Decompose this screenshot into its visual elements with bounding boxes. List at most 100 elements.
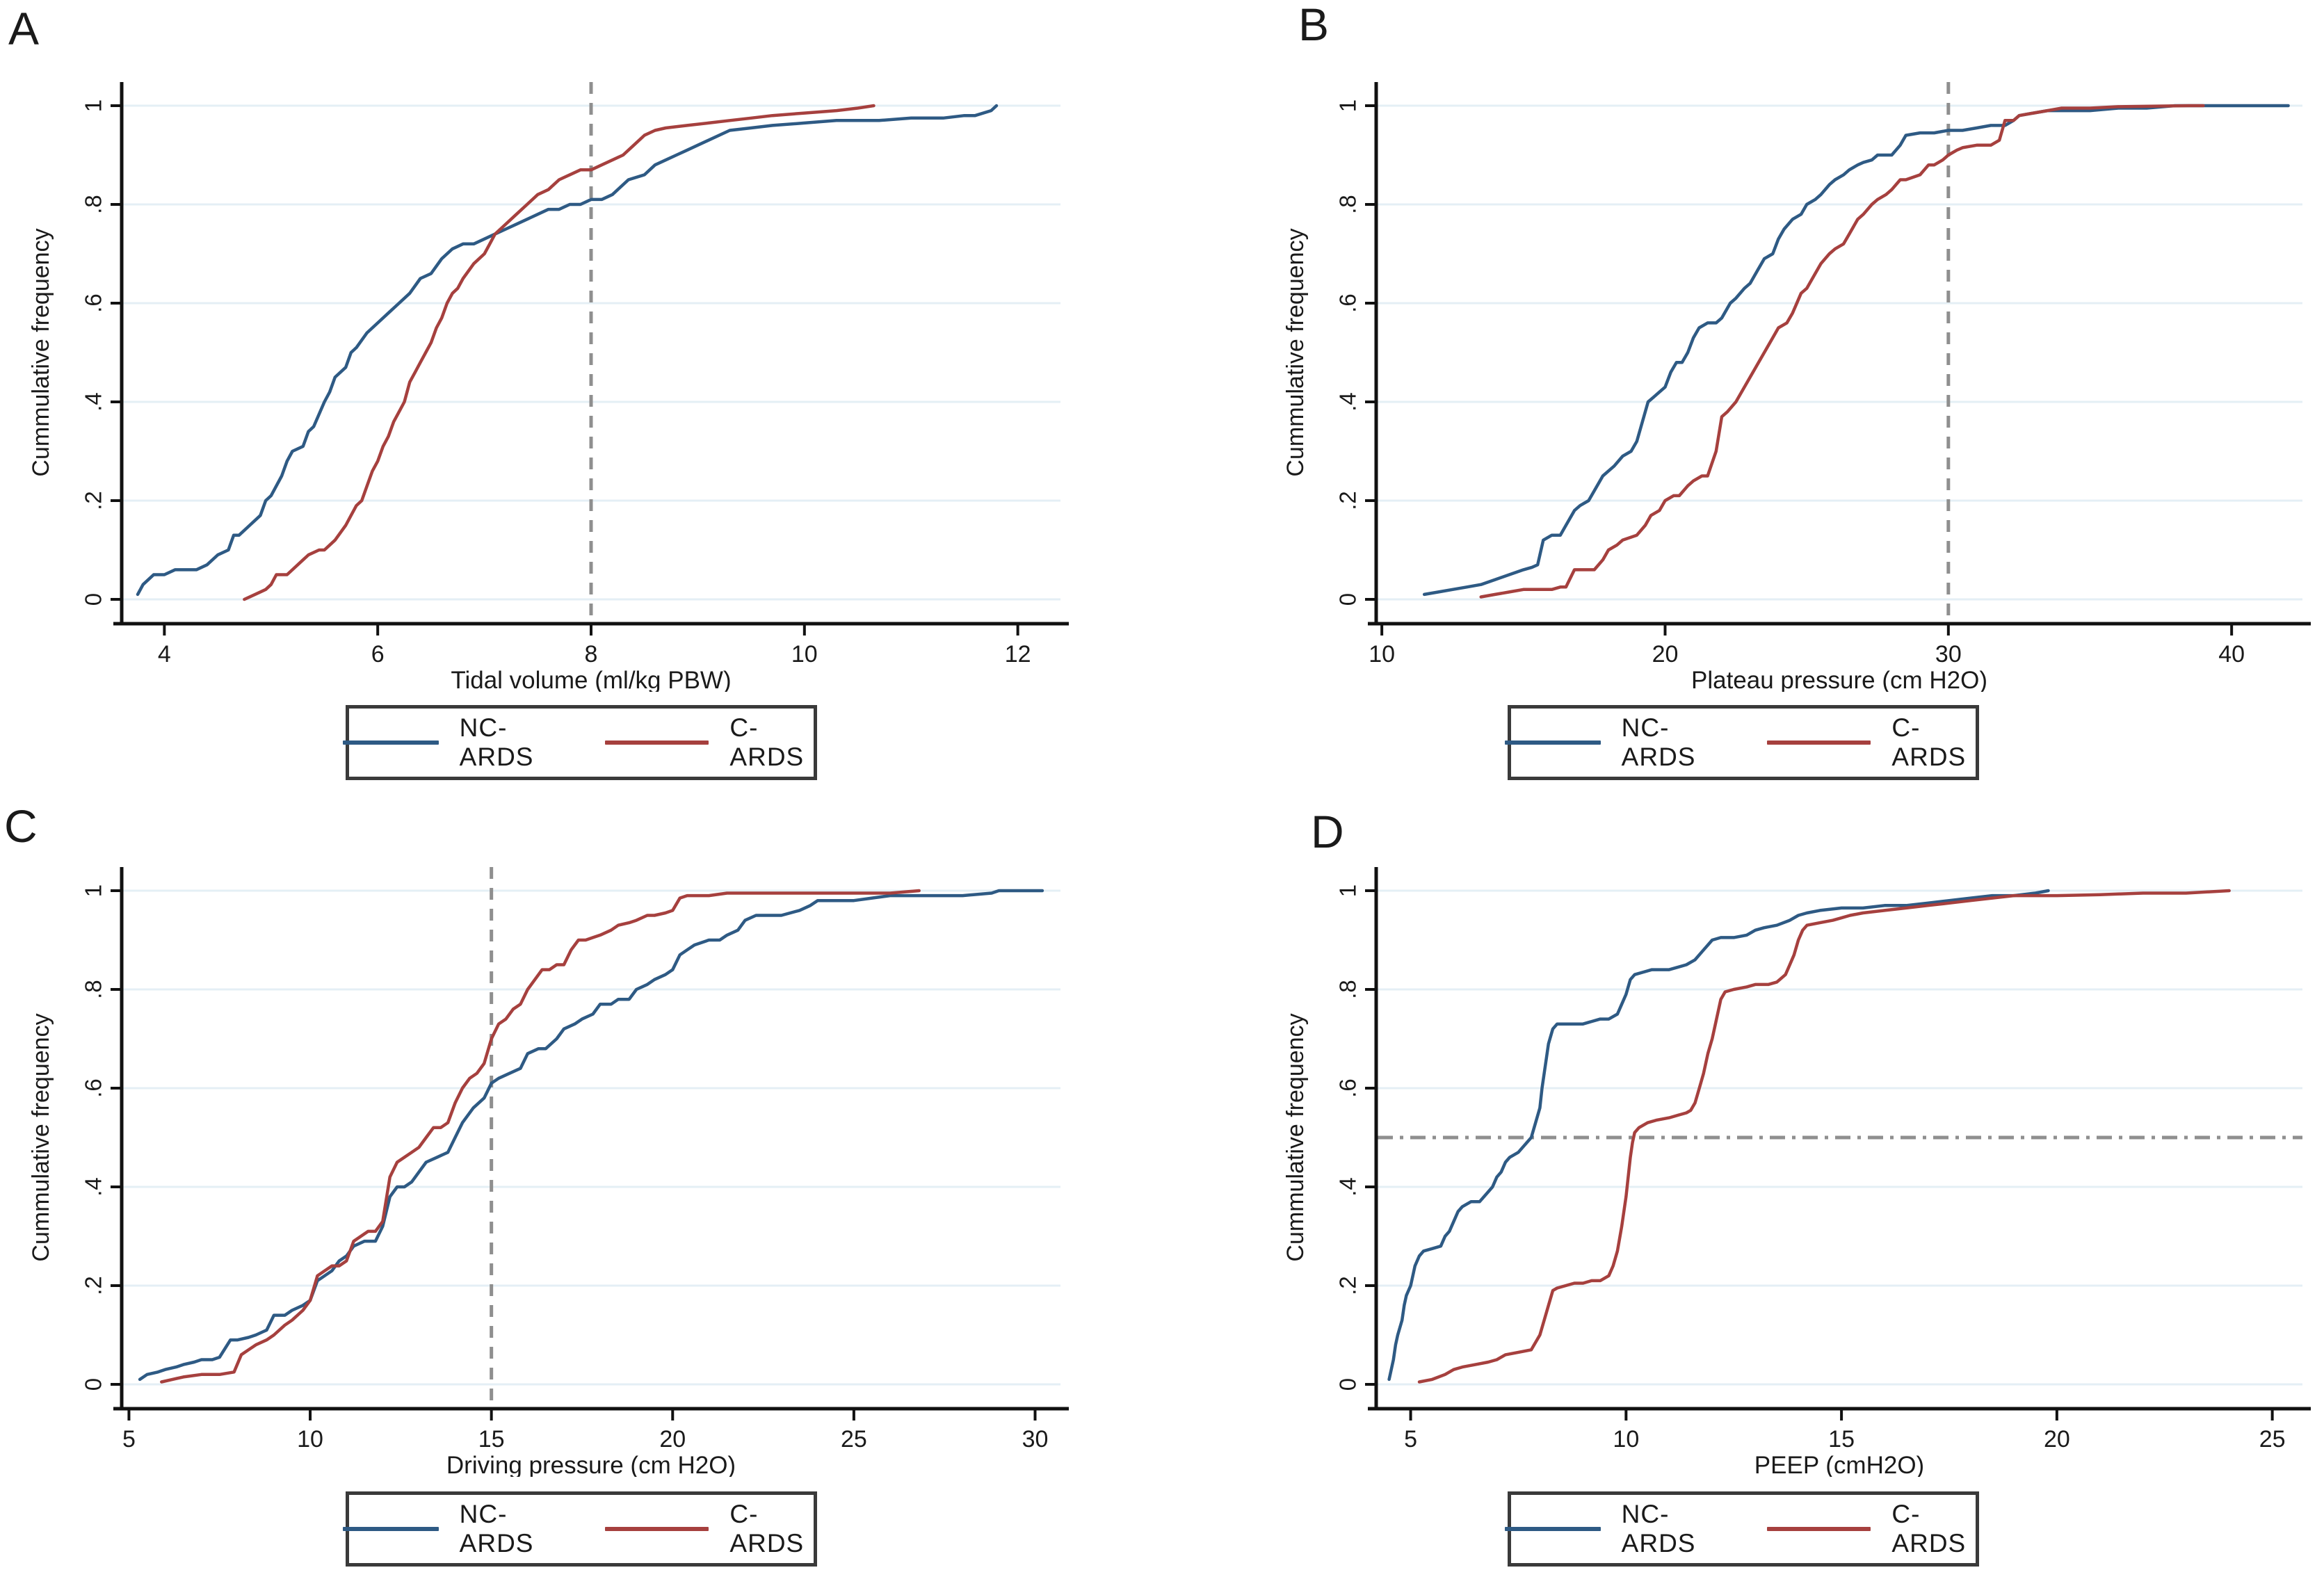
y-tick-label: .2 <box>1335 491 1361 510</box>
c-ards-curve <box>243 104 875 601</box>
y-tick-label: .4 <box>81 1177 106 1197</box>
legend-item-c-ards: C-ARDS <box>1766 1500 1982 1558</box>
y-tick-label: .6 <box>1335 293 1361 313</box>
panel-d: D 0.2.4.6.8 1 5 10 15 20 25 PEEP (cmH2O) Cummula… <box>1162 785 2324 1570</box>
c-ards-legend-line <box>604 741 709 745</box>
y-tick-label: .2 <box>81 491 106 510</box>
x-tick-label: 20 <box>659 1426 686 1452</box>
y-tick-label: .2 <box>1335 1276 1361 1295</box>
x-tick-label: 12 <box>1005 641 1031 667</box>
y-axis-title: Cummulative frequency <box>1282 1013 1309 1261</box>
y-tick-label: 0 <box>81 593 106 606</box>
nc-ards-legend-label: NC-ARDS <box>1621 713 1696 771</box>
c-ards-legend-label: C-ARDS <box>1891 1500 1967 1557</box>
panel-c-legend: NC-ARDS C-ARDS <box>342 1491 820 1567</box>
y-tick-label: 1 <box>1335 884 1361 897</box>
y-tick-label: 1 <box>1335 99 1361 112</box>
y-tick-label: 0 <box>1335 1378 1361 1391</box>
panel-a: A 0 .2 .4 .6 .8 1 4 6 8 10 12 Tidal volume (ml/kg P… <box>0 0 1162 785</box>
y-tick-label: 0 <box>1335 593 1361 606</box>
y-tick-label: .8 <box>81 195 106 214</box>
x-tick-label: 10 <box>297 1426 323 1452</box>
nc-ards-legend-line <box>1504 741 1601 745</box>
panel-a-chart: 0 .2 .4 .6 .8 1 4 6 8 10 12 Tidal volume (ml/kg PBW… <box>28 82 1069 692</box>
panel-b-chart: 0 .2 .4 .6 .8 1 10 20 30 40 Plateau pressure (cm H… <box>1282 82 2311 692</box>
legend-item-nc-ards: NC-ARDS <box>1504 713 1720 772</box>
nc-ards-legend-label: NC-ARDS <box>459 1500 534 1557</box>
y-axis-title: Cummulative frequency <box>1282 228 1309 476</box>
y-tick-label: .4 <box>81 392 106 412</box>
nc-ards-curve <box>136 104 999 597</box>
x-tick-label: 15 <box>478 1426 505 1452</box>
x-tick-label: 10 <box>1369 641 1395 667</box>
x-tick-label: 10 <box>1613 1426 1639 1452</box>
nc-ards-legend-line <box>342 1527 439 1531</box>
x-tick-label: 6 <box>371 641 385 667</box>
x-tick-label: 20 <box>2044 1426 2070 1452</box>
x-tick-label: 5 <box>122 1426 136 1452</box>
x-tick-label: 25 <box>2259 1426 2286 1452</box>
y-axis-title: Cummulative frequency <box>28 1013 54 1261</box>
c-ards-legend-label: C-ARDS <box>729 713 805 771</box>
y-axis-title: Cummulative frequency <box>28 228 54 476</box>
legend-item-c-ards: C-ARDS <box>1766 713 1982 772</box>
x-tick-label: 25 <box>841 1426 867 1452</box>
x-axis-title: Plateau pressure (cm H2O) <box>1691 667 1987 692</box>
y-tick-label: .6 <box>1335 1078 1361 1098</box>
legend-item-nc-ards: NC-ARDS <box>1504 1500 1720 1558</box>
y-tick-label: .6 <box>81 293 106 313</box>
legend-item-c-ards: C-ARDS <box>604 1500 820 1558</box>
panel-b-legend: NC-ARDS C-ARDS <box>1504 705 1982 780</box>
nc-ards-legend-line <box>1504 1527 1601 1531</box>
panel-d-legend: NC-ARDS C-ARDS <box>1504 1491 1982 1567</box>
y-tick-label: .8 <box>1335 195 1361 214</box>
y-tick-label: .8 <box>81 980 106 999</box>
y-tick-label: .4 <box>1335 1177 1361 1197</box>
y-tick-label: 0 <box>81 1378 106 1391</box>
legend-item-nc-ards: NC-ARDS <box>342 1500 558 1558</box>
nc-ards-curve <box>1422 104 2290 597</box>
x-tick-label: 40 <box>2218 641 2245 667</box>
x-tick-label: 8 <box>585 641 598 667</box>
y-tick-label: 1 <box>81 99 106 112</box>
panel-b-label: B <box>1298 0 1330 50</box>
legend-item-nc-ards: NC-ARDS <box>342 713 558 772</box>
c-ards-curve <box>1479 104 2205 599</box>
legend-item-c-ards: C-ARDS <box>604 713 820 772</box>
x-tick-label: 5 <box>1404 1426 1417 1452</box>
panel-b: B 0 .2 .4 .6 .8 1 10 20 30 40 Plateau pressure (cm… <box>1162 0 2324 785</box>
c-ards-curve <box>1417 889 2231 1384</box>
panel-c: C 0.2.4.6.8 1 5 10 15 20 25 30 Driving pressure … <box>0 785 1162 1570</box>
x-tick-label: 30 <box>1935 641 1962 667</box>
x-tick-label: 10 <box>791 641 818 667</box>
x-tick-label: 30 <box>1022 1426 1049 1452</box>
nc-ards-legend-line <box>342 741 439 745</box>
c-ards-legend-label: C-ARDS <box>1891 713 1967 771</box>
x-axis-title: PEEP (cmH2O) <box>1754 1452 1924 1477</box>
nc-ards-legend-label: NC-ARDS <box>1621 1500 1696 1557</box>
nc-ards-curve <box>1387 889 2050 1382</box>
x-axis-title: Driving pressure (cm H2O) <box>446 1452 736 1477</box>
c-ards-legend-line <box>1766 1527 1871 1531</box>
panel-d-label: D <box>1311 806 1344 857</box>
c-ards-legend-label: C-ARDS <box>729 1500 805 1557</box>
x-tick-label: 20 <box>1652 641 1679 667</box>
panel-a-label: A <box>8 3 40 54</box>
x-tick-label: 4 <box>158 641 171 667</box>
y-tick-label: .4 <box>1335 392 1361 412</box>
nc-ards-curve <box>138 889 1044 1382</box>
x-axis-title: Tidal volume (ml/kg PBW) <box>451 667 731 692</box>
c-ards-legend-line <box>1766 741 1871 745</box>
panel-c-label: C <box>4 800 38 852</box>
panel-a-legend: NC-ARDS C-ARDS <box>342 705 820 780</box>
nc-ards-legend-label: NC-ARDS <box>459 713 534 771</box>
x-tick-label: 15 <box>1828 1426 1855 1452</box>
c-ards-legend-line <box>604 1527 709 1531</box>
y-tick-label: .2 <box>81 1276 106 1295</box>
y-tick-label: .8 <box>1335 980 1361 999</box>
c-ards-curve <box>160 889 921 1384</box>
y-tick-label: 1 <box>81 884 106 897</box>
